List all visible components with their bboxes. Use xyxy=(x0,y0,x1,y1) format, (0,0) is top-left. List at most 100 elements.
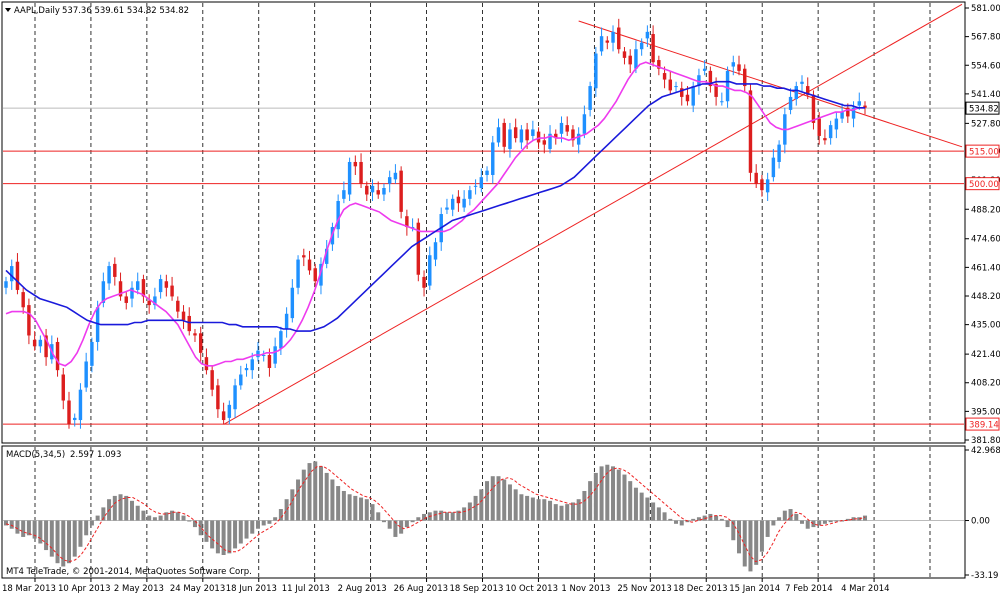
macd-histogram-bar xyxy=(112,495,117,521)
candle-body xyxy=(794,86,798,100)
macd-histogram-bar xyxy=(496,476,501,521)
macd-histogram-bar xyxy=(444,512,449,521)
macd-header: MACD(5,34,5) 2.597 1.093 xyxy=(6,450,121,460)
candle-body xyxy=(15,261,20,290)
macd-histogram-bar xyxy=(404,520,409,528)
macd-histogram-bar xyxy=(737,520,742,554)
candle-body xyxy=(170,285,174,297)
macd-histogram-bar xyxy=(845,518,850,521)
macd-histogram-bar xyxy=(3,520,9,526)
candle-body xyxy=(525,129,529,141)
macd-histogram-bar xyxy=(593,472,598,521)
macd-signal-line xyxy=(5,465,866,563)
macd-histogram-bar xyxy=(364,499,369,521)
candle-body xyxy=(27,305,31,336)
candle-body xyxy=(187,315,191,332)
candle-body xyxy=(588,86,592,110)
macd-histogram-bar xyxy=(72,520,77,557)
candle-body xyxy=(634,49,638,69)
candle-body xyxy=(4,281,8,288)
dropdown-arrow-icon[interactable] xyxy=(5,8,11,12)
chart-header: AAPL,Daily 537.36 539.61 534.82 534.82 xyxy=(5,6,189,16)
candle-body xyxy=(164,281,169,288)
macd-histogram-bar xyxy=(513,489,518,521)
macd-histogram-bar xyxy=(336,486,341,521)
macd-histogram-bar xyxy=(811,520,816,528)
candle-body xyxy=(55,341,60,371)
macd-histogram-bar xyxy=(754,520,759,565)
x-tick-label: 10 Apr 2013 xyxy=(58,584,111,594)
macd-histogram-bar xyxy=(788,509,793,521)
macd-histogram-bar xyxy=(822,520,827,524)
macd-histogram-bar xyxy=(800,520,805,524)
macd-histogram-bar xyxy=(588,481,593,521)
candle-body xyxy=(84,361,88,388)
macd-histogram-bar xyxy=(851,517,856,521)
candle-body xyxy=(302,255,306,258)
candle-body xyxy=(410,227,415,229)
candle-body xyxy=(198,333,203,353)
macd-histogram-bar xyxy=(473,495,478,521)
candle-body xyxy=(576,133,581,145)
candle-body xyxy=(428,255,432,286)
candle-body xyxy=(290,287,295,319)
watermark: MT4 TeleTrade, © 2001-2014, MetaQuotes S… xyxy=(6,567,252,577)
candle-body xyxy=(771,157,776,178)
macd-histogram-bar xyxy=(439,510,444,521)
macd-histogram-bar xyxy=(170,510,175,521)
candle-body xyxy=(519,129,524,143)
candle-body xyxy=(204,357,209,371)
price-badge xyxy=(965,177,1000,191)
x-tick-label: 1 Nov 2013 xyxy=(561,584,610,594)
macd-histogram-bar xyxy=(570,502,575,521)
macd-histogram-bar xyxy=(490,476,495,521)
macd-histogram-bar xyxy=(576,499,581,521)
macd-histogram-bar xyxy=(330,479,335,521)
x-tick-label: 2 Aug 2013 xyxy=(338,584,387,594)
candle-body xyxy=(708,70,713,87)
macd-histogram-bar xyxy=(318,466,323,521)
macd-histogram-bar xyxy=(49,520,54,557)
candle-body xyxy=(73,417,77,421)
candle-body xyxy=(743,68,747,87)
candle-body xyxy=(387,177,392,184)
candle-body xyxy=(365,185,369,195)
macd-histogram-bar xyxy=(548,500,553,521)
x-tick-label: 2 May 2013 xyxy=(114,584,164,594)
y-tick-label: 474.60 xyxy=(971,235,1000,245)
candle-body xyxy=(216,385,220,410)
candle-body xyxy=(645,31,650,39)
candle-body xyxy=(233,385,237,410)
macd-histogram-bar xyxy=(605,464,610,521)
macd-histogram-bar xyxy=(742,520,747,567)
candle-body xyxy=(491,142,495,175)
macd-label: MACD(5,34,5) xyxy=(6,450,65,460)
macd-histogram-bar xyxy=(95,515,100,521)
candle-body xyxy=(158,279,163,293)
candle-body xyxy=(542,140,547,145)
candle-body xyxy=(611,31,615,43)
candle-body xyxy=(193,333,197,336)
candle-body xyxy=(107,266,111,284)
macd-histogram-bar xyxy=(152,517,157,521)
candle-body xyxy=(141,279,146,297)
macd-histogram-bar xyxy=(525,495,530,521)
macd-histogram-bar xyxy=(840,520,845,522)
price-panel-frame xyxy=(1,1,966,444)
macd-histogram-bar xyxy=(141,510,146,521)
candle-body xyxy=(806,86,810,95)
macd-histogram-bar xyxy=(21,520,26,537)
candle-body xyxy=(582,114,587,134)
candle-body xyxy=(445,207,449,210)
macd-histogram-bar xyxy=(175,512,180,521)
candle-body xyxy=(336,201,340,230)
macd-histogram-bar xyxy=(215,520,220,554)
macd-histogram-bar xyxy=(530,497,535,521)
candle-body xyxy=(118,281,123,297)
macd-histogram-bar xyxy=(582,490,587,521)
candle-body xyxy=(359,161,363,184)
candle-body xyxy=(823,138,827,141)
x-tick-label: 4 Mar 2014 xyxy=(841,584,889,594)
